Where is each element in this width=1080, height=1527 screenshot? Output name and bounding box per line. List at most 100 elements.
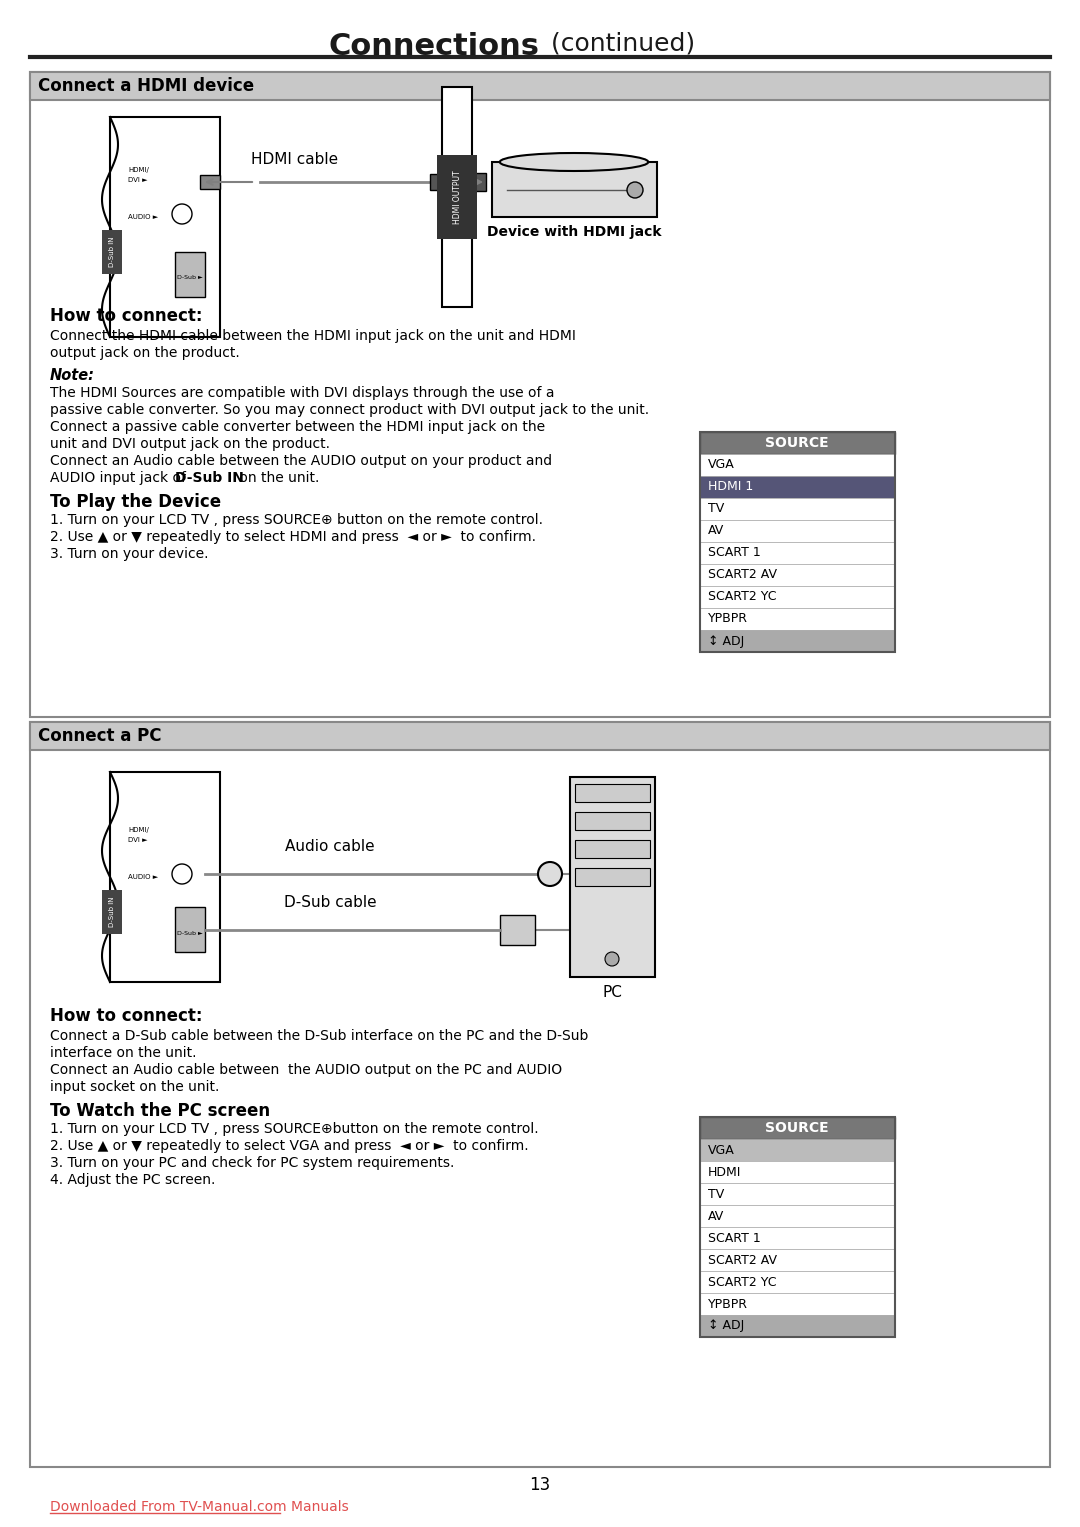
Bar <box>175 907 205 951</box>
Bar <box>700 1205 895 1228</box>
Text: PC: PC <box>602 985 622 1000</box>
Text: AUDIO ►: AUDIO ► <box>129 214 158 220</box>
Circle shape <box>605 951 619 967</box>
Bar <box>700 608 895 631</box>
Text: Connect a passive cable converter between the HDMI input jack on the: Connect a passive cable converter betwee… <box>50 420 545 434</box>
Bar <box>700 1139 895 1161</box>
Bar <box>430 174 442 189</box>
Text: YPBPR: YPBPR <box>708 612 748 626</box>
Text: SCART2 AV: SCART2 AV <box>708 568 777 582</box>
Bar <box>575 783 650 802</box>
Circle shape <box>627 182 643 199</box>
Text: 13: 13 <box>529 1477 551 1493</box>
Bar <box>175 252 205 296</box>
Bar <box>700 1161 895 1183</box>
Bar <box>492 162 657 217</box>
Text: HDMI 1: HDMI 1 <box>708 481 753 493</box>
Bar <box>700 1293 895 1315</box>
Text: DVI ►: DVI ► <box>129 837 148 843</box>
Text: HDMI/: HDMI/ <box>129 166 149 173</box>
Text: 1. Turn on your LCD TV , press SOURCE⊕button on the remote control.: 1. Turn on your LCD TV , press SOURCE⊕bu… <box>50 1122 539 1136</box>
Text: AUDIO input jack of: AUDIO input jack of <box>50 470 190 486</box>
Bar <box>700 563 895 586</box>
Text: Connect the HDMI cable between the HDMI input jack on the unit and HDMI: Connect the HDMI cable between the HDMI … <box>50 328 576 344</box>
Bar <box>570 777 654 977</box>
Text: Connect an Audio cable between  the AUDIO output on the PC and AUDIO: Connect an Audio cable between the AUDIO… <box>50 1063 562 1077</box>
Bar <box>700 498 895 521</box>
Text: How to connect:: How to connect: <box>50 1006 203 1025</box>
Text: passive cable converter. So you may connect product with DVI output jack to the : passive cable converter. So you may conn… <box>50 403 649 417</box>
Text: DVI ►: DVI ► <box>129 177 148 183</box>
Text: 2. Use ▲ or ▼ repeatedly to select HDMI and press  ◄ or ►  to confirm.: 2. Use ▲ or ▼ repeatedly to select HDMI … <box>50 530 536 544</box>
Text: Audio cable: Audio cable <box>285 838 375 854</box>
Text: ↕ ADJ: ↕ ADJ <box>708 1319 744 1333</box>
Text: HDMI/: HDMI/ <box>129 828 149 834</box>
FancyBboxPatch shape <box>30 72 1050 718</box>
Circle shape <box>172 205 192 224</box>
Bar <box>30 72 1050 99</box>
Text: AV: AV <box>708 1209 725 1223</box>
Bar <box>700 1315 895 1338</box>
Text: Connect an Audio cable between the AUDIO output on your product and: Connect an Audio cable between the AUDIO… <box>50 454 552 467</box>
Text: D-Sub ►: D-Sub ► <box>177 931 203 936</box>
Bar <box>700 432 895 652</box>
Text: SCART2 AV: SCART2 AV <box>708 1254 777 1266</box>
Text: (continued): (continued) <box>543 32 696 56</box>
Bar <box>700 521 895 542</box>
FancyBboxPatch shape <box>30 722 1050 1467</box>
Text: TV: TV <box>708 1188 725 1200</box>
Text: SOURCE: SOURCE <box>766 437 828 450</box>
Circle shape <box>172 864 192 884</box>
Text: SCART2 YC: SCART2 YC <box>708 591 777 603</box>
Text: ↕ ADJ: ↕ ADJ <box>708 635 744 647</box>
Bar <box>700 1249 895 1270</box>
Text: HDMI cable: HDMI cable <box>252 153 338 166</box>
Bar <box>30 722 1050 750</box>
Text: To Watch the PC screen: To Watch the PC screen <box>50 1102 270 1119</box>
Text: Connect a D-Sub cable between the D-Sub interface on the PC and the D-Sub: Connect a D-Sub cable between the D-Sub … <box>50 1029 589 1043</box>
Text: 2. Use ▲ or ▼ repeatedly to select VGA and press  ◄ or ►  to confirm.: 2. Use ▲ or ▼ repeatedly to select VGA a… <box>50 1139 528 1153</box>
Text: D-Sub IN: D-Sub IN <box>109 237 114 267</box>
Bar <box>110 773 220 982</box>
Bar <box>500 915 535 945</box>
Text: D-Sub IN: D-Sub IN <box>109 896 114 927</box>
Text: SOURCE: SOURCE <box>766 1121 828 1135</box>
Text: D-Sub ►: D-Sub ► <box>177 275 203 279</box>
Text: output jack on the product.: output jack on the product. <box>50 347 240 360</box>
Ellipse shape <box>500 153 648 171</box>
Text: YPBPR: YPBPR <box>708 1298 748 1310</box>
Bar <box>575 867 650 886</box>
Text: SCART2 YC: SCART2 YC <box>708 1275 777 1289</box>
Bar <box>700 542 895 563</box>
Bar <box>700 454 895 476</box>
Bar <box>200 176 220 189</box>
Text: on the unit.: on the unit. <box>235 470 320 486</box>
Bar <box>700 432 895 454</box>
Text: Device with HDMI jack: Device with HDMI jack <box>487 224 661 240</box>
Bar <box>575 812 650 831</box>
Bar <box>700 1183 895 1205</box>
Text: VGA: VGA <box>708 458 734 472</box>
Text: 4. Adjust the PC screen.: 4. Adjust the PC screen. <box>50 1173 215 1186</box>
Bar <box>700 476 895 498</box>
Text: The HDMI Sources are compatible with DVI displays through the use of a: The HDMI Sources are compatible with DVI… <box>50 386 554 400</box>
Bar <box>700 1228 895 1249</box>
Bar <box>700 1116 895 1338</box>
Text: HDMI: HDMI <box>708 1165 741 1179</box>
Text: unit and DVI output jack on the product.: unit and DVI output jack on the product. <box>50 437 330 450</box>
Text: 1. Turn on your LCD TV , press SOURCE⊕ button on the remote control.: 1. Turn on your LCD TV , press SOURCE⊕ b… <box>50 513 543 527</box>
Text: D-Sub IN: D-Sub IN <box>175 470 244 486</box>
Text: SCART 1: SCART 1 <box>708 1231 760 1245</box>
Text: Connect a PC: Connect a PC <box>38 727 162 745</box>
Bar <box>700 1116 895 1139</box>
Text: Connect a HDMI device: Connect a HDMI device <box>38 76 254 95</box>
Bar <box>442 87 472 307</box>
Text: Connections: Connections <box>329 32 540 61</box>
Bar <box>700 586 895 608</box>
Bar <box>700 631 895 652</box>
Text: How to connect:: How to connect: <box>50 307 203 325</box>
Bar <box>575 840 650 858</box>
Text: AUDIO ►: AUDIO ► <box>129 873 158 880</box>
Circle shape <box>538 863 562 886</box>
Text: D-Sub cable: D-Sub cable <box>284 895 376 910</box>
